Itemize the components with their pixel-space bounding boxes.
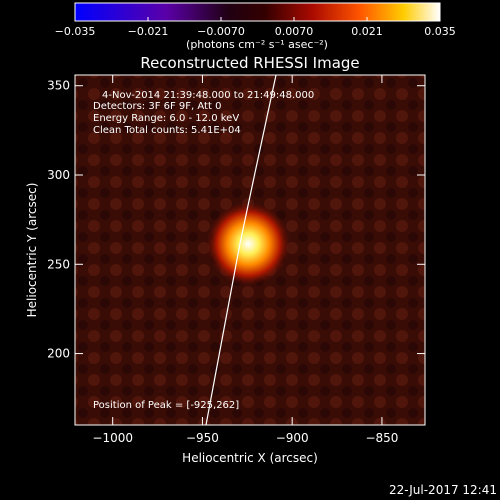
annotation-clean: Clean Total counts: 5.41E+04 — [93, 125, 241, 136]
colorbar: −0.035 −0.021 −0.0070 0.0070 0.021 0.035 (pho… — [55, 2, 456, 51]
colorbar-ticks: −0.035 −0.021 −0.0070 0.0070 0.021 0.035 — [55, 17, 456, 38]
colorbar-tick-label: −0.0070 — [197, 25, 245, 38]
colorbar-tick-label: −0.021 — [128, 25, 169, 38]
y-tick-label: 250 — [47, 257, 70, 271]
annotation-time-range: 4-Nov-2014 21:39:48.000 to 21:49:48.000 — [102, 90, 314, 101]
colorbar-tick-label: −0.035 — [55, 25, 96, 38]
y-axis-label: Heliocentric Y (arcsec) — [25, 183, 39, 318]
x-axis-ticks: −1000 −950 −900 −850 — [92, 75, 398, 445]
x-tick-label: −900 — [276, 431, 309, 445]
y-tick-label: 200 — [47, 347, 70, 361]
colorbar-tick-label: 0.035 — [424, 25, 456, 38]
footer-date: 22-Jul-2017 12:41 — [389, 483, 497, 497]
annotation-detectors: Detectors: 3F 6F 9F, Att 0 — [93, 101, 221, 112]
colorbar-bar — [74, 2, 441, 22]
chart-title: Reconstructed RHESSI Image — [140, 54, 359, 72]
y-tick-label: 300 — [47, 168, 70, 182]
x-axis-label: Heliocentric X (arcsec) — [182, 451, 318, 465]
peak-source — [206, 201, 291, 286]
annotation-energy: Energy Range: 6.0 - 12.0 keV — [93, 113, 239, 124]
x-tick-label: −1000 — [92, 431, 133, 445]
colorbar-tick-label: 0.021 — [351, 25, 383, 38]
y-tick-label: 350 — [47, 79, 70, 93]
colorbar-tick-label: 0.0070 — [275, 25, 314, 38]
plot-frame — [74, 74, 426, 426]
x-tick-label: −850 — [365, 431, 398, 445]
y-axis-ticks: 200 250 300 350 — [47, 79, 425, 361]
x-tick-label: −950 — [186, 431, 219, 445]
image-area — [75, 75, 425, 425]
annotations: 4-Nov-2014 21:39:48.000 to 21:49:48.000 … — [93, 90, 314, 411]
colorbar-unit-label: (photons cm⁻² s⁻¹ asec⁻²) — [186, 38, 328, 51]
annotation-peak-position: Position of Peak = [-925,262] — [93, 400, 239, 411]
solar-limb-line — [205, 75, 277, 425]
